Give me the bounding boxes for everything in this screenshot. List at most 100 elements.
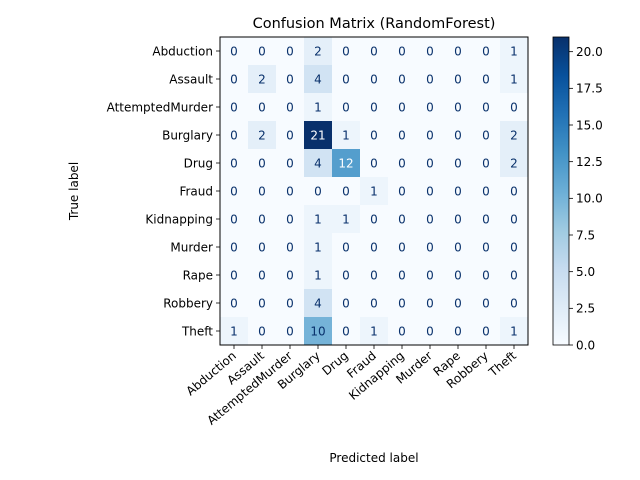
heatmap-cell-Drug-Murder [416,149,445,178]
cell-value-label: 0 [342,269,350,283]
heatmap-cell-Rape-Assault [248,261,277,290]
x-tick-label: Theft [485,348,519,380]
heatmap-cell-Murder-Murder [416,233,445,262]
cell-value-label: 0 [426,129,434,143]
y-axis-label: True label [67,162,81,221]
cell-value-label: 0 [454,185,462,199]
heatmap-cell-Robbery-Fraud [360,289,389,318]
heatmap-cell-Abduction-Fraud [360,37,389,66]
cell-value-label: 0 [398,213,406,227]
cell-value-label: 0 [454,297,462,311]
heatmap-cell-Burglary-Assault [248,121,277,150]
heatmap-cell-Rape-Rape [444,261,473,290]
heatmap-cell-Kidnapping-Burglary [304,205,333,234]
heatmap-cell-Rape-AttemptedMurder [276,261,305,290]
heatmap-cell-Rape-Murder [416,261,445,290]
cell-value-label: 0 [482,129,490,143]
heatmap-cell-Murder-AttemptedMurder [276,233,305,262]
heatmap-cell-labels: 0 0 0 2 0 0 0 0 0 0 10 2 0 4 0 0 0 0 0 0 10 0 0 1 0 0 0 0 0 0 00 2 0 21 1 0… [230,45,518,339]
heatmap-cell-Drug-Drug [332,149,361,178]
heatmap-cell-Kidnapping-Fraud [360,205,389,234]
heatmap-cell-Assault-Theft [500,65,529,94]
heatmap-cell-Murder-Rape [444,233,473,262]
heatmap-cell-Fraud-Rape [444,177,473,206]
cell-value-label: 0 [230,269,238,283]
cell-value-label: 1 [370,325,378,339]
heatmap-cell-Theft-Murder [416,317,445,346]
cell-value-label: 0 [370,157,378,171]
cell-value-label: 0 [370,213,378,227]
heatmap-cell-Fraud-Murder [416,177,445,206]
heatmap-cell-Abduction-Abduction [220,37,249,66]
heatmap-cell-Theft-AttemptedMurder [276,317,305,346]
y-tick-label: Theft [181,324,213,338]
cell-value-label: 0 [398,157,406,171]
y-tick-label: Rape [183,268,213,282]
cell-value-label: 0 [286,185,294,199]
cell-value-label: 0 [398,129,406,143]
heatmap-cell-Theft-Burglary [304,317,333,346]
heatmap-cell-Robbery-Abduction [220,289,249,318]
heatmap-cell-Abduction-Rape [444,37,473,66]
cell-value-label: 0 [426,101,434,115]
heatmap-cell-AttemptedMurder-Kidnapping [388,93,417,122]
heatmap-cell-Drug-Burglary [304,149,333,178]
cell-value-label: 0 [370,45,378,59]
cell-value-label: 0 [342,45,350,59]
cell-value-label: 0 [342,241,350,255]
heatmap-cell-Burglary-Rape [444,121,473,150]
heatmap-cell-Kidnapping-Drug [332,205,361,234]
y-tick-label: Burglary [162,128,213,142]
cell-value-label: 0 [426,213,434,227]
cell-value-label: 10 [310,325,325,339]
heatmap-cell-Kidnapping-Theft [500,205,529,234]
cell-value-label: 0 [258,325,266,339]
heatmap-cell-Abduction-Robbery [472,37,501,66]
cell-value-label: 0 [454,45,462,59]
heatmap-cell-Burglary-Kidnapping [388,121,417,150]
cell-value-label: 0 [314,185,322,199]
heatmap-cell-Abduction-AttemptedMurder [276,37,305,66]
heatmap-cell-Abduction-Kidnapping [388,37,417,66]
cell-value-label: 0 [370,101,378,115]
y-tick-label: Abduction [152,44,213,58]
heatmap-cell-Robbery-Rape [444,289,473,318]
heatmap-cell-Fraud-Kidnapping [388,177,417,206]
heatmap-cell-Kidnapping-AttemptedMurder [276,205,305,234]
cell-value-label: 0 [286,101,294,115]
colorbar-tick-label: 5.0 [576,265,595,279]
heatmap-cell-Assault-Rape [444,65,473,94]
heatmap-cell-Assault-Kidnapping [388,65,417,94]
heatmap-cell-AttemptedMurder-Rape [444,93,473,122]
heatmap-cell-Rape-Robbery [472,261,501,290]
heatmap-cell-Assault-Assault [248,65,277,94]
cell-value-label: 1 [342,213,350,227]
cell-value-label: 0 [286,73,294,87]
cell-value-label: 1 [314,269,322,283]
heatmap-cell-Drug-Robbery [472,149,501,178]
cell-value-label: 0 [258,297,266,311]
cell-value-label: 0 [370,129,378,143]
x-axis-label: Predicted label [329,451,418,465]
cell-value-label: 1 [342,129,350,143]
cell-value-label: 0 [398,101,406,115]
cell-value-label: 1 [314,213,322,227]
cell-value-label: 2 [258,73,266,87]
cell-value-label: 0 [230,157,238,171]
cell-value-label: 1 [370,185,378,199]
cell-value-label: 0 [286,269,294,283]
cell-value-label: 0 [398,241,406,255]
cell-value-label: 1 [314,241,322,255]
heatmap-cell-Fraud-AttemptedMurder [276,177,305,206]
heatmap-cell-Fraud-Burglary [304,177,333,206]
cell-value-label: 0 [454,325,462,339]
heatmap-cell-Drug-Fraud [360,149,389,178]
cell-value-label: 1 [510,73,518,87]
heatmap-cell-Kidnapping-Robbery [472,205,501,234]
heatmap-cell-Abduction-Drug [332,37,361,66]
cell-value-label: 0 [258,213,266,227]
cell-value-label: 0 [258,269,266,283]
colorbar-tick-label: 0.0 [576,338,595,352]
colorbar-tick-label: 12.5 [576,155,603,169]
